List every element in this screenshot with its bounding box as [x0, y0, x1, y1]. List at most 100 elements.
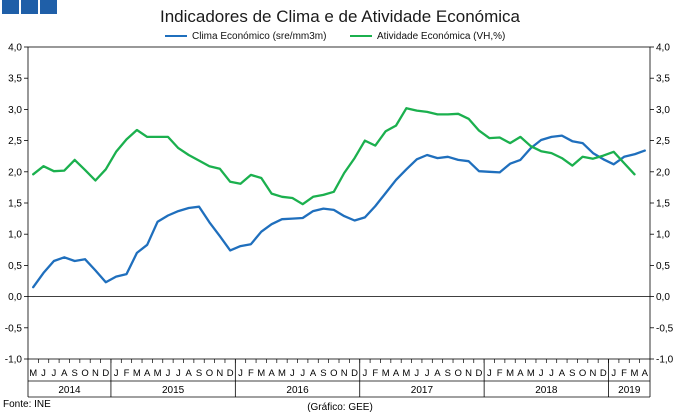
header-square-1 — [2, 0, 19, 14]
y-tick-label-left: 2,5 — [8, 136, 22, 147]
year-label: 2014 — [58, 385, 81, 396]
month-label: F — [248, 368, 254, 379]
y-tick-label-right: 2,0 — [656, 167, 670, 178]
month-label: S — [320, 368, 326, 379]
y-tick-label-right: -1,0 — [656, 355, 674, 366]
month-label: J — [41, 368, 46, 379]
month-label: M — [154, 368, 162, 379]
month-label: J — [414, 368, 419, 379]
month-label: J — [238, 368, 243, 379]
month-label: O — [206, 368, 213, 379]
month-label: N — [590, 368, 597, 379]
y-tick-label-right: 3,5 — [656, 74, 670, 85]
year-label: 2019 — [618, 385, 641, 396]
month-label: F — [124, 368, 130, 379]
source-note: Fonte: INE — [3, 399, 51, 410]
series-line-clima — [32, 134, 646, 289]
year-label: 2015 — [162, 385, 185, 396]
month-label: J — [166, 368, 171, 379]
legend-swatch-atividade — [350, 35, 372, 38]
month-label: A — [310, 368, 317, 379]
header-square-3 — [40, 0, 57, 14]
month-label: F — [621, 368, 627, 379]
legend-swatch-clima — [165, 35, 187, 38]
y-tick-label-left: 2,0 — [8, 167, 22, 178]
y-tick-label-left: -1,0 — [5, 355, 23, 366]
month-label: S — [196, 368, 202, 379]
month-label: J — [300, 368, 305, 379]
month-label: O — [330, 368, 337, 379]
month-label: M — [527, 368, 535, 379]
month-label: D — [476, 368, 483, 379]
year-label: 2018 — [535, 385, 558, 396]
month-label: D — [227, 368, 234, 379]
month-label: J — [425, 368, 430, 379]
y-tick-label-right: 3,0 — [656, 105, 670, 116]
y-tick-label-left: 0,5 — [8, 261, 22, 272]
month-label: S — [445, 368, 451, 379]
month-label: M — [133, 368, 141, 379]
year-label: 2016 — [286, 385, 309, 396]
month-label: J — [176, 368, 181, 379]
y-tick-label-right: 1,0 — [656, 230, 670, 241]
month-label: J — [487, 368, 492, 379]
y-tick-label-left: 4,0 — [8, 43, 22, 54]
month-label: J — [611, 368, 616, 379]
y-tick-label-left: 1,0 — [8, 230, 22, 241]
month-label: F — [497, 368, 503, 379]
plot-frame — [27, 46, 651, 360]
legend-label-clima: Clima Económico (sre/mm3m) — [192, 31, 327, 42]
y-tick-label-right: 4,0 — [656, 43, 670, 54]
series-line-atividade — [32, 107, 636, 206]
legend-atividade: Atividade Económica (VH,%) — [350, 31, 505, 42]
legend-label-atividade: Atividade Económica (VH,%) — [377, 31, 506, 42]
month-label: J — [290, 368, 295, 379]
month-label: M — [257, 368, 265, 379]
month-label: S — [569, 368, 575, 379]
month-label: M — [402, 368, 410, 379]
month-label: A — [642, 368, 649, 379]
month-label: D — [351, 368, 358, 379]
month-label: A — [393, 368, 400, 379]
y-tick-label-left: 3,5 — [8, 74, 22, 85]
month-label: N — [216, 368, 223, 379]
month-label: J — [363, 368, 368, 379]
y-tick-label-right: 2,5 — [656, 136, 670, 147]
y-tick-label-left: 1,5 — [8, 199, 22, 210]
month-label: F — [372, 368, 378, 379]
month-label: M — [506, 368, 514, 379]
y-tick-label-left: 0,0 — [8, 292, 22, 303]
month-label: M — [278, 368, 286, 379]
month-label: A — [144, 368, 151, 379]
month-label: A — [434, 368, 441, 379]
month-label: M — [29, 368, 37, 379]
month-label: D — [102, 368, 109, 379]
month-label: A — [517, 368, 524, 379]
y-tick-label-left: 3,0 — [8, 105, 22, 116]
y-tick-label-right: -0,5 — [656, 323, 674, 334]
month-label: O — [455, 368, 462, 379]
year-label: 2017 — [411, 385, 434, 396]
month-label: N — [341, 368, 348, 379]
month-label: O — [81, 368, 88, 379]
month-label: A — [268, 368, 275, 379]
month-label: A — [559, 368, 566, 379]
month-label: A — [186, 368, 193, 379]
header-square-2 — [21, 0, 38, 14]
chart-credit: (Gráfico: GEE) — [307, 402, 373, 413]
month-label: A — [61, 368, 68, 379]
month-label: S — [71, 368, 77, 379]
month-label: N — [465, 368, 472, 379]
y-tick-label-right: 0,5 — [656, 261, 670, 272]
month-label: J — [52, 368, 57, 379]
month-label: D — [600, 368, 607, 379]
month-label: O — [579, 368, 586, 379]
month-label: J — [114, 368, 119, 379]
y-tick-label-left: -0,5 — [5, 323, 23, 334]
y-tick-label-right: 0,0 — [656, 292, 670, 303]
chart-title: Indicadores de Clima e de Atividade Econ… — [159, 7, 521, 26]
month-label: J — [549, 368, 554, 379]
month-label: N — [92, 368, 99, 379]
month-label: M — [382, 368, 390, 379]
